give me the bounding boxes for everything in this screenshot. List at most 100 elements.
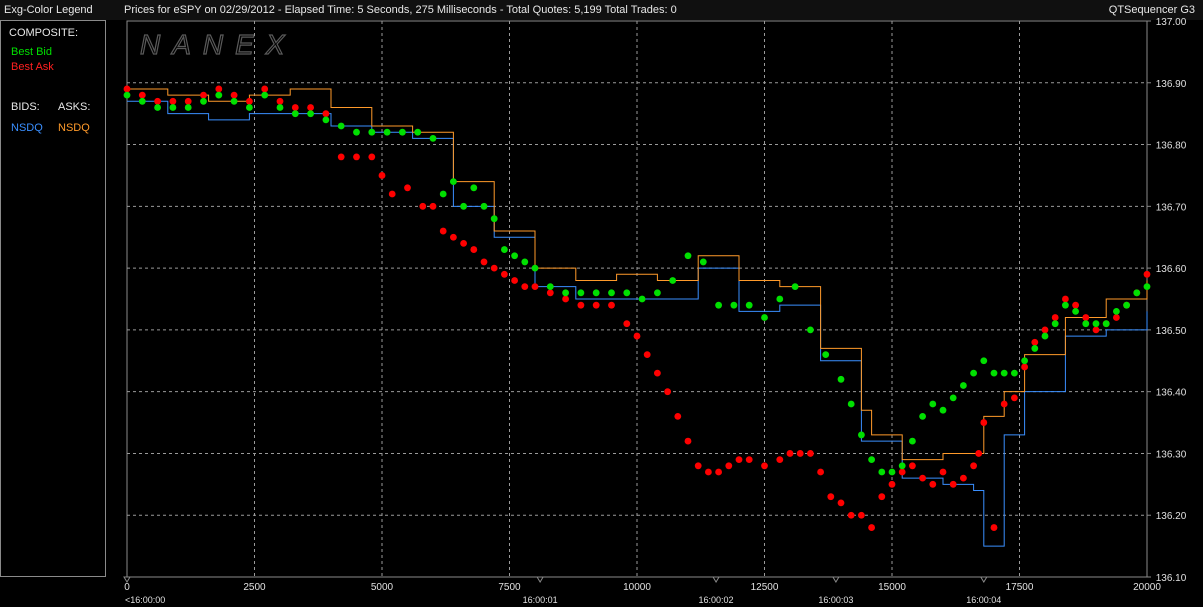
best-ask-point bbox=[246, 97, 253, 105]
best-ask-point bbox=[1062, 295, 1069, 303]
best-ask-point bbox=[939, 468, 947, 476]
best-bid-point bbox=[261, 91, 269, 99]
best-ask-point bbox=[388, 190, 396, 198]
best-bid-point bbox=[1062, 301, 1069, 309]
best-ask-point bbox=[898, 468, 906, 476]
best-ask-point bbox=[745, 456, 753, 464]
best-ask-point bbox=[735, 456, 743, 464]
best-ask-point bbox=[337, 153, 345, 161]
nsdq-bid-legend: NSDQ bbox=[11, 122, 43, 134]
x-tick-label: 17500 bbox=[1006, 582, 1034, 593]
time-tick-label: 16:00:04 bbox=[966, 595, 1001, 605]
time-tick-label: 16:00:01 bbox=[523, 595, 558, 605]
composite-label: COMPOSITE: bbox=[9, 27, 79, 39]
best-ask-point bbox=[1072, 301, 1079, 309]
best-ask-point bbox=[450, 233, 457, 241]
best-ask-point bbox=[521, 283, 529, 291]
y-tick-label: 136.80 bbox=[1156, 141, 1187, 152]
y-axis: 136.10 136.20 136.30 136.40 136.50 136.60 136.… bbox=[1147, 17, 1187, 584]
best-bid-point bbox=[1031, 345, 1039, 352]
best-bid-point bbox=[383, 128, 391, 136]
best-ask-point bbox=[623, 320, 631, 328]
best-ask-point bbox=[353, 153, 360, 161]
best-ask-point bbox=[546, 289, 554, 297]
best-bid-point bbox=[898, 462, 906, 470]
best-bid-point bbox=[699, 258, 707, 266]
best-bid-point bbox=[230, 97, 238, 105]
best-bid-point bbox=[858, 431, 865, 439]
best-bid-point bbox=[1092, 320, 1100, 328]
best-ask-point bbox=[1021, 363, 1028, 371]
best-ask-point bbox=[460, 240, 467, 247]
best-bid-point bbox=[638, 295, 646, 303]
best-bid-point bbox=[531, 264, 539, 272]
best-ask-point bbox=[480, 258, 488, 266]
best-ask-point bbox=[439, 227, 447, 235]
best-ask-point bbox=[990, 524, 998, 531]
x-tick-label: 5000 bbox=[371, 582, 394, 593]
best-bid-point bbox=[429, 134, 437, 142]
best-ask-point bbox=[837, 499, 845, 507]
best-ask-point bbox=[970, 462, 977, 470]
best-ask-point bbox=[169, 97, 177, 105]
best-ask-point bbox=[531, 283, 539, 291]
best-ask-point bbox=[796, 450, 804, 457]
best-bid-point bbox=[837, 375, 845, 383]
best-bid-point bbox=[154, 104, 162, 111]
best-ask-point bbox=[154, 97, 162, 105]
best-ask-point bbox=[878, 493, 886, 501]
best-bid-point bbox=[460, 202, 467, 210]
best-ask-point bbox=[1051, 314, 1059, 321]
x-tick-label: 7500 bbox=[498, 582, 521, 593]
best-bid-point bbox=[654, 289, 661, 297]
best-ask-point bbox=[949, 480, 957, 488]
x-tick-label: 12500 bbox=[751, 582, 779, 593]
best-ask-point bbox=[419, 202, 427, 210]
watermark: NANEX bbox=[140, 29, 296, 60]
time-tick-mark bbox=[832, 576, 840, 583]
best-ask-point bbox=[307, 104, 314, 111]
x-tick-label: 2500 bbox=[243, 582, 266, 593]
best-bid-point bbox=[439, 190, 447, 198]
best-bid-point bbox=[970, 369, 977, 377]
time-tick-mark bbox=[123, 576, 131, 583]
best-bid-point bbox=[1102, 320, 1110, 328]
x-tick-label: 20000 bbox=[1133, 582, 1161, 593]
best-ask-point bbox=[1113, 314, 1120, 321]
best-bid-point bbox=[669, 277, 677, 284]
y-tick-label: 136.30 bbox=[1156, 449, 1187, 460]
y-tick-label: 136.70 bbox=[1156, 202, 1187, 213]
best-ask-point bbox=[654, 369, 661, 377]
best-ask-point bbox=[608, 301, 615, 309]
best-ask-point bbox=[858, 511, 865, 519]
y-tick-label: 136.60 bbox=[1156, 264, 1187, 275]
best-ask-point bbox=[929, 480, 937, 488]
best-bid-point bbox=[807, 326, 814, 334]
best-ask-series bbox=[123, 85, 1151, 531]
nsdq-bid-line bbox=[127, 100, 1148, 547]
time-axis: <16:00:00 16:00:01 16:00:02 16:00:03 16:00:0… bbox=[123, 576, 1001, 605]
best-ask-point bbox=[490, 264, 498, 272]
y-tick-label: 136.20 bbox=[1156, 511, 1187, 522]
best-bid-point bbox=[562, 289, 569, 297]
best-bid-point bbox=[470, 184, 478, 192]
bids-label: BIDS: bbox=[11, 101, 40, 113]
legend-title: Exg-Color Legend bbox=[4, 4, 93, 16]
best-ask-point bbox=[761, 462, 768, 470]
best-ask-point bbox=[368, 153, 376, 161]
best-bid-point bbox=[414, 128, 422, 136]
best-ask-point bbox=[501, 270, 508, 278]
best-ask-point bbox=[827, 493, 835, 501]
time-tick-mark bbox=[536, 576, 544, 583]
y-tick-label: 136.40 bbox=[1156, 388, 1187, 399]
y-tick-label: 136.10 bbox=[1156, 573, 1187, 584]
best-ask-point bbox=[1031, 338, 1039, 346]
best-ask-point bbox=[184, 97, 192, 105]
best-ask-point bbox=[694, 462, 702, 470]
best-bid-legend: Best Bid bbox=[11, 46, 52, 58]
best-bid-point bbox=[960, 382, 967, 389]
best-bid-point bbox=[822, 351, 830, 358]
best-ask-point bbox=[786, 450, 794, 457]
best-ask-point bbox=[817, 468, 824, 476]
